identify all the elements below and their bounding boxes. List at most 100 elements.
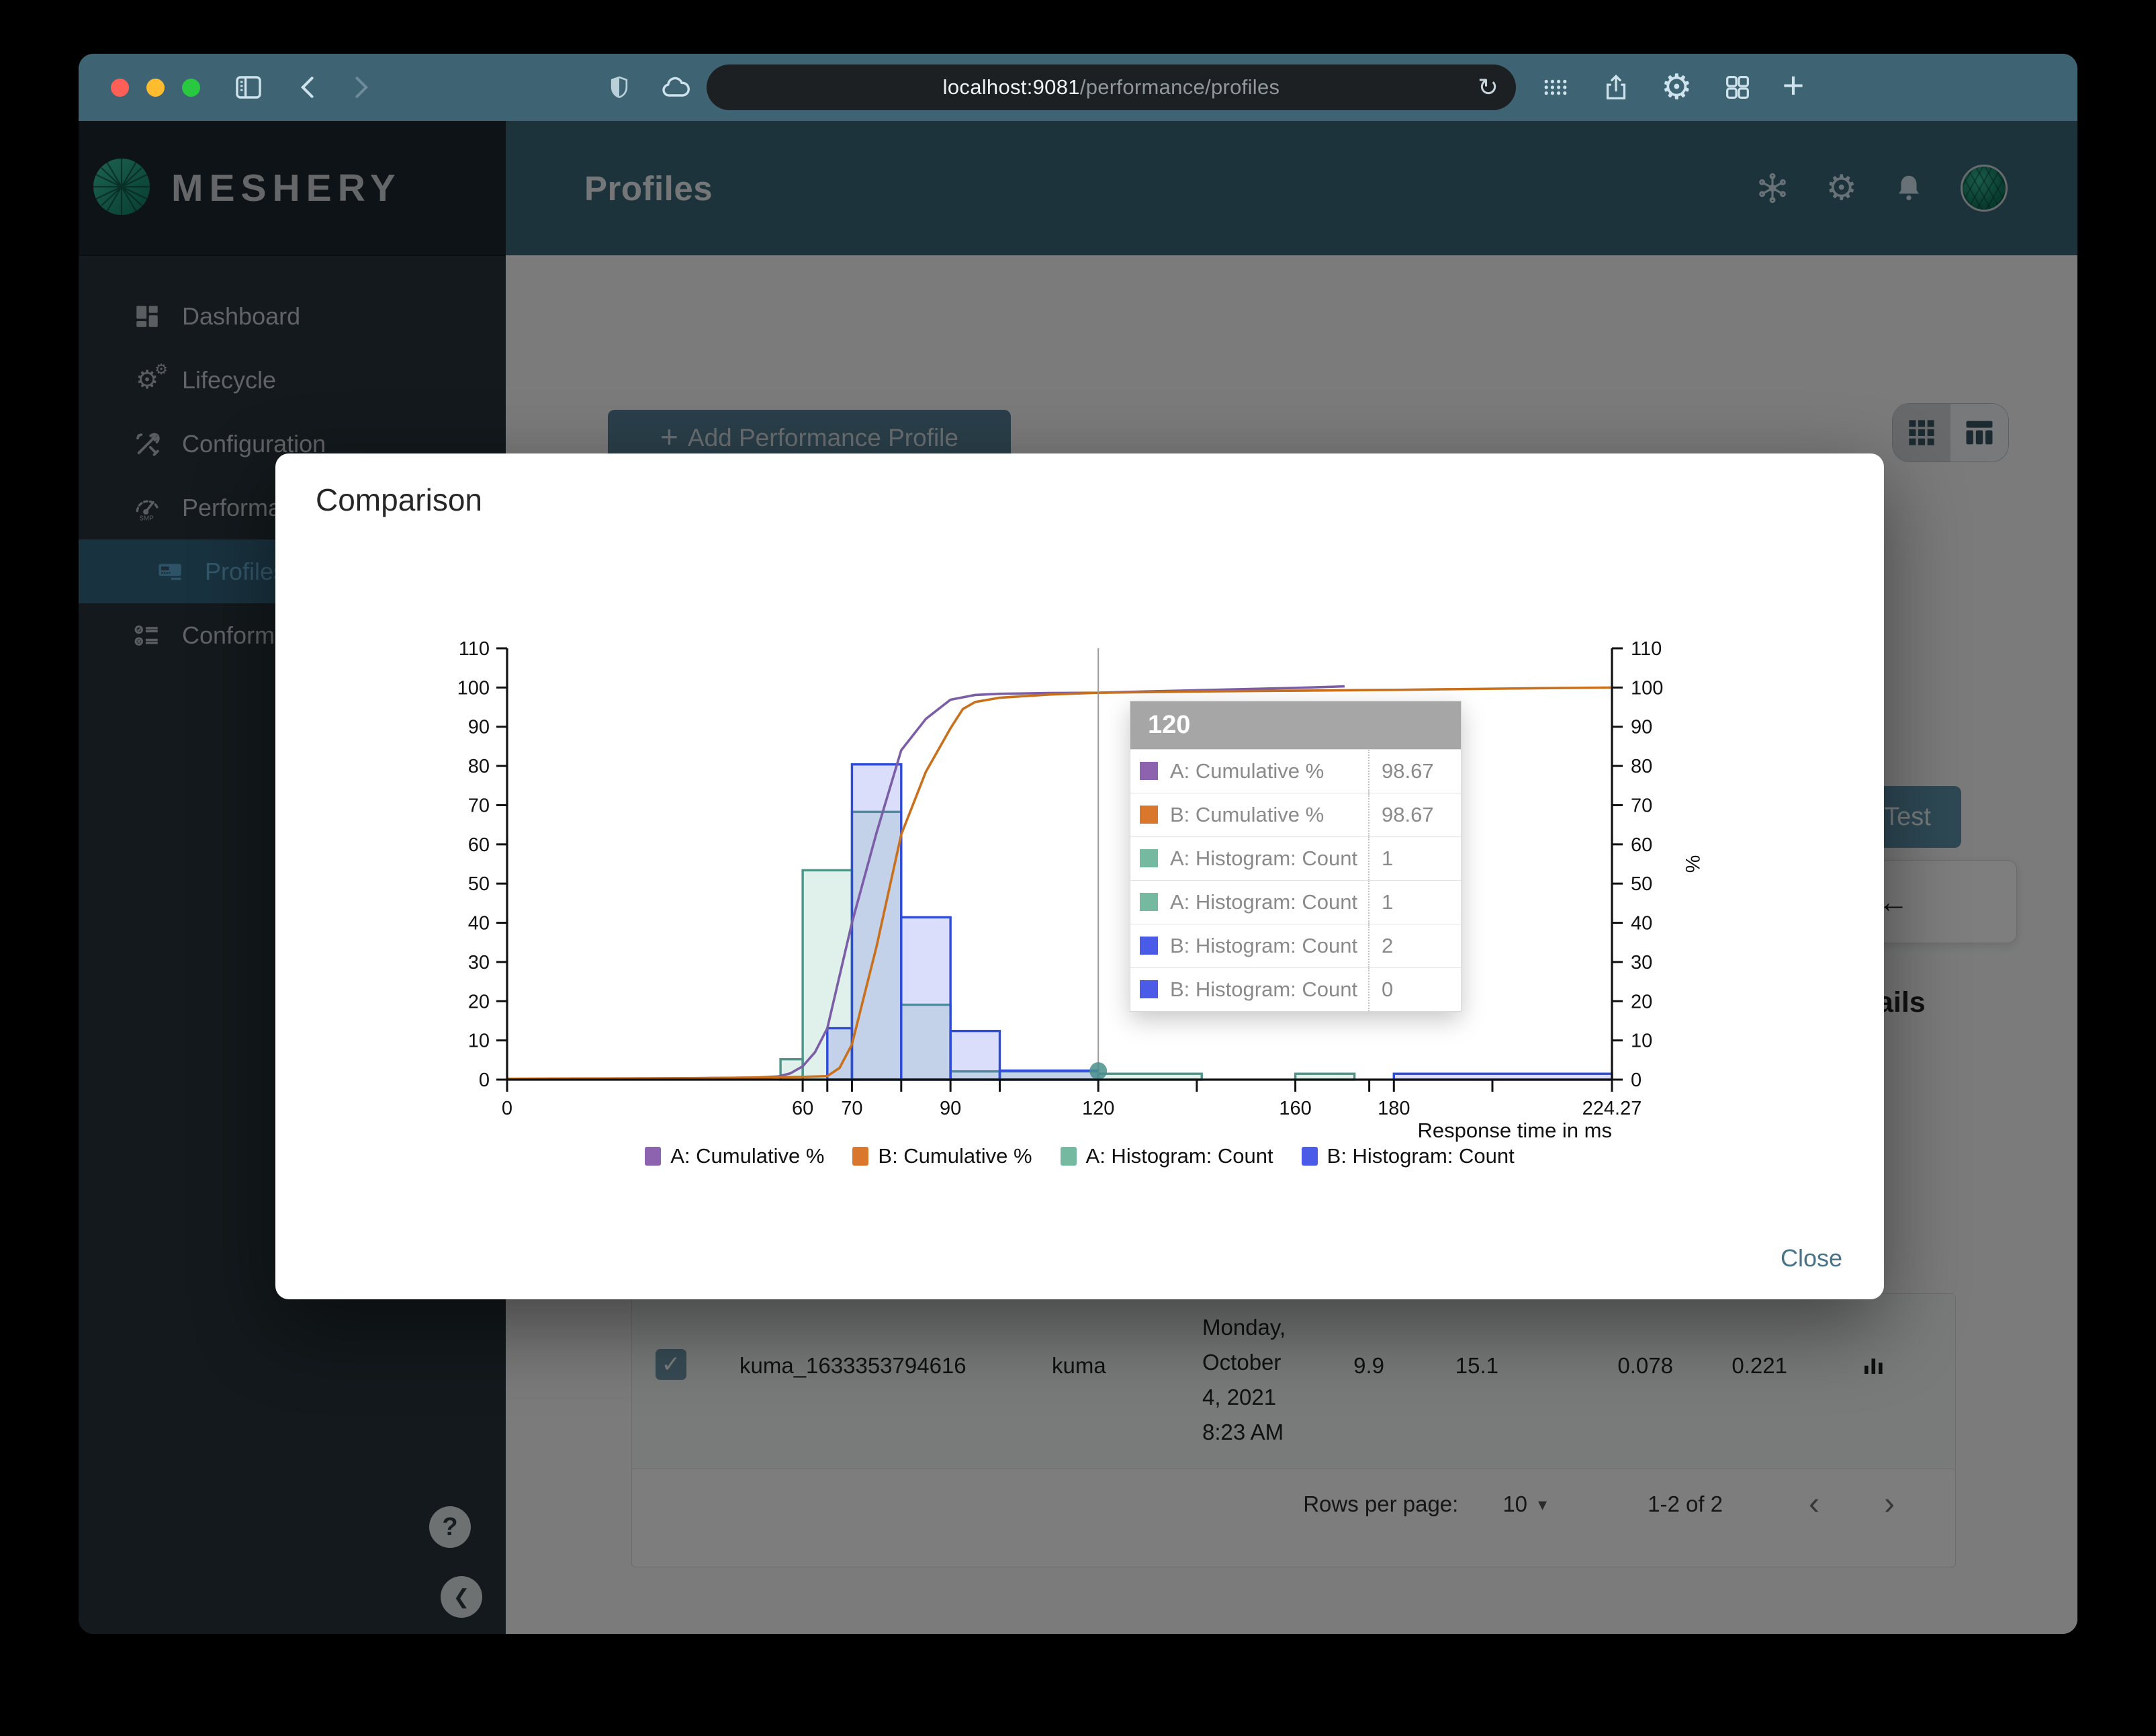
legend-label: A: Cumulative % [670,1144,825,1168]
legend-label: A: Histogram: Count [1085,1144,1273,1168]
svg-text:60: 60 [1631,834,1652,856]
legend-swatch [1060,1147,1077,1166]
legend-item[interactable]: A: Cumulative % [645,1144,824,1168]
sidebar-toggle-icon[interactable] [232,71,265,103]
svg-text:110: 110 [459,638,490,660]
svg-text:30: 30 [468,952,490,973]
chart-legend: A: Cumulative % B: Cumulative % A: Histogr… [275,1144,1884,1168]
series-swatch [1140,806,1158,824]
svg-text:40: 40 [468,913,490,935]
extensions-grid-icon[interactable] [1540,72,1571,103]
cloud-icon[interactable] [660,71,692,103]
tooltip-row: B: Histogram: Count 0 [1130,967,1461,1011]
browser-toolbar: localhost:9081/performance/profiles ↻ ⚙ [79,54,2077,121]
svg-text:90: 90 [468,717,490,738]
svg-text:180: 180 [1378,1098,1410,1119]
back-button[interactable] [294,73,324,102]
tooltip-series-label: A: Histogram: Count [1170,847,1358,870]
tooltip-series-label: A: Histogram: Count [1170,890,1358,914]
tooltip-series-value: 98.67 [1368,750,1461,793]
tab-overview-icon[interactable] [1722,72,1753,103]
svg-text:0: 0 [502,1098,512,1119]
svg-text:20: 20 [1631,991,1652,1012]
svg-text:110: 110 [1631,638,1662,660]
svg-text:90: 90 [940,1098,961,1119]
tooltip-series-value: 1 [1368,837,1461,880]
x-axis-label: Response time in ms [1418,1119,1612,1142]
tooltip-series-value: 1 [1368,881,1461,924]
svg-text:70: 70 [1631,795,1652,816]
svg-text:70: 70 [468,795,490,816]
address-bar[interactable]: localhost:9081/performance/profiles ↻ [707,64,1516,110]
share-icon[interactable] [1601,72,1631,103]
svg-text:0: 0 [479,1070,490,1091]
legend-item[interactable]: B: Histogram: Count [1301,1144,1515,1168]
svg-text:90: 90 [1631,717,1652,738]
tooltip-series-label: B: Histogram: Count [1170,978,1358,1001]
app-area: MESHERY Dashboard⚙⚙LifecycleConfiguratio… [79,121,2077,1634]
legend-item[interactable]: B: Cumulative % [852,1144,1032,1168]
svg-text:60: 60 [468,834,490,856]
series-swatch [1140,980,1158,998]
svg-text:40: 40 [1631,913,1652,935]
legend-swatch [1301,1147,1318,1166]
modal-title: Comparison [316,482,482,517]
tooltip-row: B: Cumulative % 98.67 [1130,793,1461,836]
close-modal-button[interactable]: Close [1780,1244,1842,1272]
tooltip-row: B: Histogram: Count 2 [1130,924,1461,967]
minimize-window-button[interactable] [146,78,165,97]
shield-icon[interactable] [606,74,633,101]
hover-point-marker [1089,1062,1108,1080]
settings-gear-icon[interactable]: ⚙ [1661,68,1693,107]
legend-swatch [645,1147,662,1166]
tooltip-row: A: Histogram: Count 1 [1130,836,1461,880]
tooltip-series-label: A: Cumulative % [1170,759,1324,783]
tooltip-series-value: 98.67 [1368,793,1461,836]
svg-text:60: 60 [792,1098,813,1119]
series-swatch [1140,937,1158,955]
comparison-modal: Comparison 0 0 10 10 20 20 30 30 40 40 50 50 60 60 70 7… [275,453,1884,1299]
legend-swatch [852,1147,869,1166]
svg-text:160: 160 [1279,1098,1311,1119]
tooltip-series-label: B: Cumulative % [1170,803,1324,826]
svg-text:50: 50 [468,873,490,895]
zoom-window-button[interactable] [182,78,200,97]
svg-text:50: 50 [1631,873,1652,895]
svg-text:10: 10 [1631,1031,1652,1052]
series-swatch [1140,849,1158,867]
right-axis-label: % [1681,855,1703,873]
series-swatch [1140,762,1158,780]
url-text: localhost:9081/performance/profiles [942,75,1280,99]
forward-button[interactable] [345,73,375,102]
line-b-cumulative- [506,686,1613,1080]
legend-item[interactable]: A: Histogram: Count [1060,1144,1273,1168]
chart-tooltip: 120 A: Cumulative % 98.67 B: Cumulative % 9… [1130,701,1462,1012]
browser-window: localhost:9081/performance/profiles ↻ ⚙ [79,54,2077,1634]
svg-text:80: 80 [1631,756,1652,777]
svg-text:70: 70 [841,1098,862,1119]
svg-text:0: 0 [1631,1070,1642,1091]
window-controls [111,78,200,97]
close-window-button[interactable] [111,78,129,97]
svg-text:20: 20 [468,991,490,1012]
tooltip-series-value: 0 [1368,968,1461,1011]
svg-text:120: 120 [1082,1098,1114,1119]
new-tab-icon[interactable]: + [1782,64,1805,106]
tooltip-row: A: Cumulative % 98.67 [1130,749,1461,793]
tooltip-header: 120 [1130,701,1461,749]
series-swatch [1140,893,1158,911]
bars-b-histogram-count [826,763,1613,1081]
legend-label: B: Histogram: Count [1327,1144,1515,1168]
tooltip-series-value: 2 [1368,924,1461,967]
svg-text:30: 30 [1631,952,1652,973]
svg-text:100: 100 [457,677,490,699]
reload-icon[interactable]: ↻ [1477,73,1498,101]
svg-text:80: 80 [468,756,490,777]
tooltip-row: A: Histogram: Count 1 [1130,880,1461,924]
svg-text:100: 100 [1631,677,1663,699]
tooltip-series-label: B: Histogram: Count [1170,934,1358,957]
svg-text:224.27: 224.27 [1582,1098,1642,1119]
svg-text:10: 10 [468,1031,490,1052]
legend-label: B: Cumulative % [878,1144,1032,1168]
